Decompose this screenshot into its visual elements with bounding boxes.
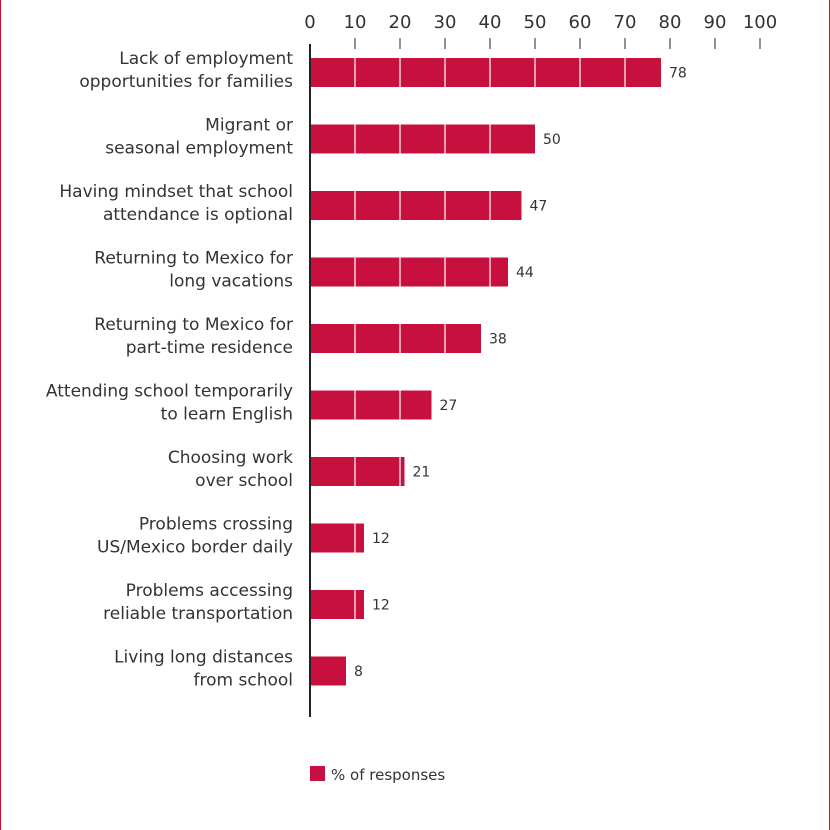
value-label: 12	[372, 598, 390, 614]
bar	[310, 590, 364, 619]
value-label: 38	[489, 332, 507, 348]
category-label: Migrant or seasonal employment	[105, 116, 293, 159]
x-tick-label: 30	[434, 12, 457, 33]
legend-swatch	[310, 766, 325, 781]
x-tick-label: 90	[704, 12, 727, 33]
x-tick-label: 80	[659, 12, 682, 33]
bars: 78 50 47 44 38 27 21 12 12 8	[310, 58, 687, 686]
legend: % of responses	[310, 766, 445, 784]
x-tick-label: 10	[344, 12, 367, 33]
category-label: Living long distances from school	[114, 648, 293, 691]
x-tick-label: 70	[614, 12, 637, 33]
category-label: Returning to Mexico for part-time residen…	[94, 315, 293, 358]
category-labels: Lack of employment opportunities for fami…	[46, 49, 293, 691]
value-label: 78	[669, 66, 687, 82]
x-tick-label: 20	[389, 12, 412, 33]
bar	[310, 656, 346, 686]
legend-label: % of responses	[331, 766, 445, 784]
value-label: 8	[354, 664, 363, 680]
value-label: 44	[516, 265, 534, 281]
value-label: 50	[543, 132, 561, 148]
category-label: Having mindset that school attendance is …	[59, 182, 293, 225]
category-label: Problems accessing reliable transportatio…	[103, 581, 293, 624]
value-label: 12	[372, 531, 390, 547]
bar	[310, 390, 432, 420]
category-label: Lack of employment opportunities for fami…	[79, 49, 293, 92]
bar	[310, 257, 508, 287]
category-label: Choosing work over school	[168, 448, 293, 491]
category-label: Problems crossing US/Mexico border daily	[97, 515, 293, 558]
x-tick-label: 0	[304, 12, 315, 33]
value-label: 47	[530, 199, 548, 215]
x-tick-label: 50	[524, 12, 547, 33]
x-axis-ticks: 0 10 20 30 40 50 60 70 80 90 100	[304, 12, 777, 49]
bar	[310, 191, 522, 220]
bar	[310, 58, 661, 87]
value-label: 21	[413, 465, 431, 481]
bar	[310, 457, 405, 486]
bar	[310, 124, 535, 154]
x-tick-label: 100	[743, 12, 777, 33]
category-label: Attending school temporarily to learn Eng…	[46, 382, 293, 425]
bar	[310, 324, 481, 353]
x-tick-label: 40	[479, 12, 502, 33]
x-tick-label: 60	[569, 12, 592, 33]
value-label: 27	[440, 398, 458, 414]
bar	[310, 523, 364, 553]
category-label: Returning to Mexico for long vacations	[94, 249, 293, 292]
